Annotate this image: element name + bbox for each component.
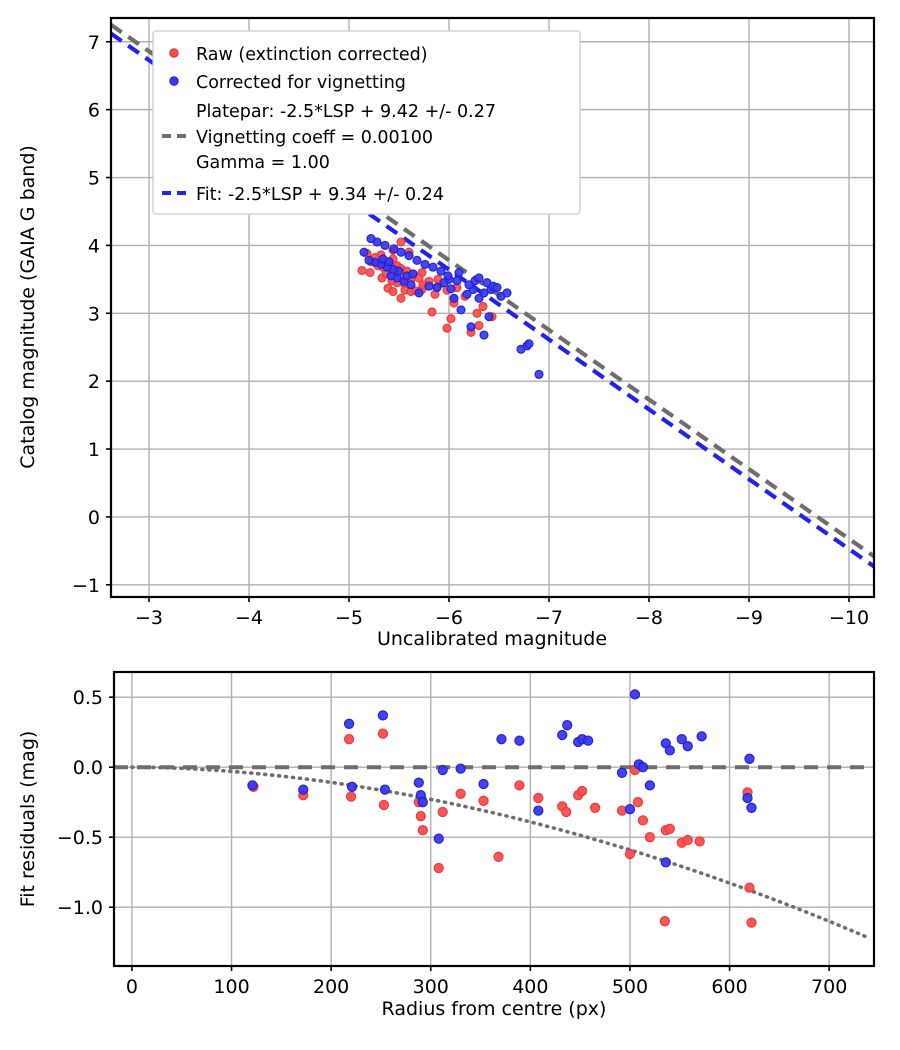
svg-text:7: 7 (88, 32, 100, 54)
upper-scatter-points (357, 234, 544, 379)
legend-label-fit: Fit: -2.5*LSP + 9.34 +/- 0.24 (196, 185, 444, 205)
svg-text:−5: −5 (335, 607, 363, 629)
svg-text:2: 2 (88, 371, 100, 393)
svg-text:−8: −8 (635, 607, 663, 629)
svg-text:4: 4 (88, 235, 100, 257)
svg-text:−6: −6 (435, 607, 463, 629)
legend-label-corrected: Corrected for vignetting (196, 73, 406, 93)
svg-text:6: 6 (88, 100, 100, 122)
legend-box (152, 30, 581, 215)
svg-text:−9: −9 (735, 607, 763, 629)
lower-plot-frame (112, 670, 876, 968)
svg-text:200: 200 (313, 976, 349, 998)
legend-label-raw: Raw (extinction corrected) (196, 45, 428, 65)
upper-plot-frame (109, 16, 876, 599)
svg-text:−10: −10 (829, 607, 869, 629)
lower-axis-ticks: 0 100 200 300 400 500 600 700 0.5 0.0 −0.5 −1.0 (57, 687, 847, 998)
residuals-scatter-plot: 0 100 200 300 400 500 600 700 0.5 0.0 −0.5 −1.0 Rad… (17, 670, 876, 1020)
legend-label-gamma: Gamma = 1.00 (196, 153, 330, 173)
plot-legend: Raw (extinction corrected) Corrected for… (152, 30, 581, 215)
svg-text:600: 600 (711, 976, 747, 998)
legend-marker-raw-icon (169, 48, 179, 58)
svg-text:300: 300 (413, 976, 449, 998)
svg-text:0.0: 0.0 (73, 757, 103, 779)
svg-text:0.5: 0.5 (73, 687, 103, 709)
upper-x-axis-label: Uncalibrated magnitude (377, 628, 607, 650)
lower-y-axis-label: Fit residuals (mag) (17, 731, 39, 908)
svg-text:3: 3 (88, 303, 100, 325)
svg-text:−1: −1 (72, 575, 100, 597)
lower-plot-area (114, 672, 874, 966)
svg-text:−1.0: −1.0 (57, 897, 103, 919)
svg-text:500: 500 (612, 976, 648, 998)
legend-label-vignetting-coeff: Vignetting coeff = 0.00100 (196, 128, 433, 148)
lower-scatter-points (247, 689, 757, 928)
upper-y-axis-label: Catalog magnitude (GAIA G band) (17, 145, 39, 469)
svg-text:−7: −7 (535, 607, 563, 629)
legend-marker-corrected-icon (169, 76, 179, 86)
svg-text:5: 5 (88, 168, 100, 190)
svg-text:100: 100 (213, 976, 249, 998)
svg-text:700: 700 (811, 976, 847, 998)
lower-x-axis-label: Radius from centre (px) (382, 998, 607, 1020)
svg-text:−0.5: −0.5 (57, 827, 103, 849)
legend-label-platepar: Platepar: -2.5*LSP + 9.42 +/- 0.27 (196, 102, 496, 122)
svg-text:−3: −3 (135, 607, 163, 629)
svg-text:0: 0 (88, 507, 100, 529)
svg-text:−4: −4 (235, 607, 263, 629)
svg-text:1: 1 (88, 439, 100, 461)
svg-text:0: 0 (126, 976, 138, 998)
svg-text:400: 400 (512, 976, 548, 998)
